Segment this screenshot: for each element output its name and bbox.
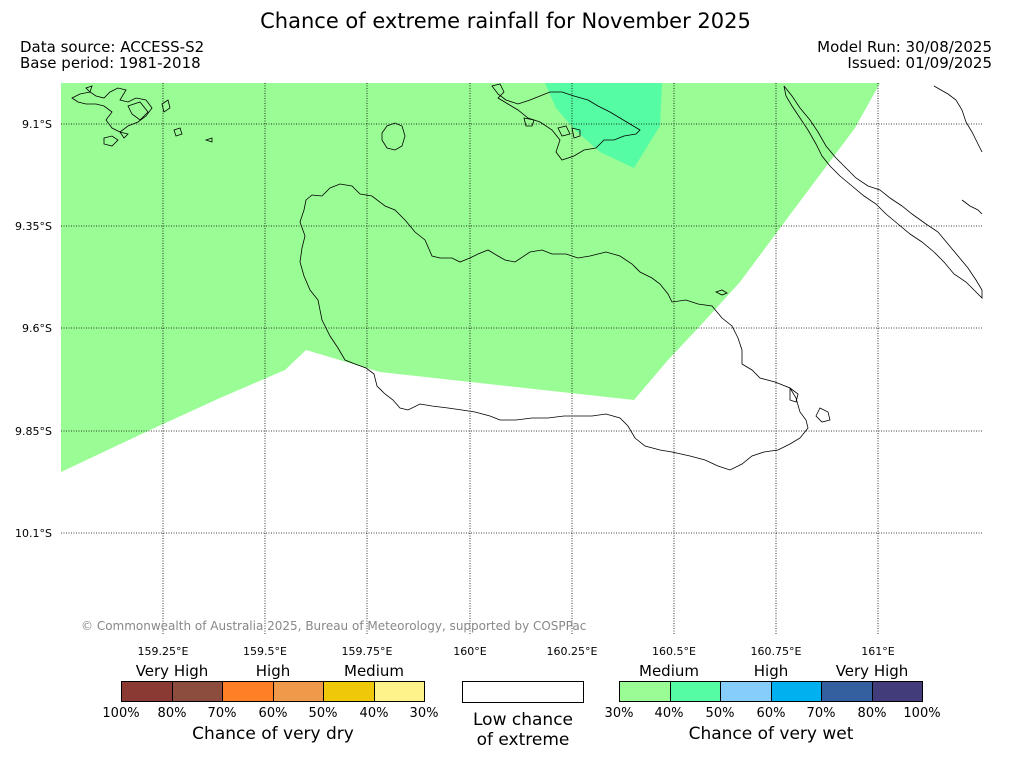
dry-tick: 100% [102, 706, 140, 721]
florida-islands-coastline [491, 83, 641, 161]
dry-scale-title: Chance of very dry [192, 724, 354, 744]
wet-tick: 30% [604, 706, 634, 721]
wet-swatch [771, 682, 822, 701]
savo-island-coastline [381, 122, 406, 151]
wet-tick: 60% [756, 706, 786, 721]
lat-label-10-1: 10.1°S [15, 527, 52, 540]
lon-label-160-5: 160.5°E [652, 645, 696, 658]
low-chance-label: Low chance of extreme [473, 710, 573, 750]
lon-label-159-25: 159.25°E [137, 645, 189, 658]
dry-tick: 40% [359, 706, 389, 721]
wet-swatch [620, 682, 671, 701]
wet-swatch [822, 682, 873, 701]
lat-label-9-1: 9.1°S [22, 118, 52, 131]
dry-swatch [374, 682, 424, 701]
wet-scale-title: Chance of very wet [688, 724, 854, 744]
wet-tick: 100% [903, 706, 941, 721]
data-source: Data source: ACCESS-S2 [20, 38, 205, 56]
wet-tick: 70% [806, 706, 836, 721]
wet-tick: 80% [857, 706, 887, 721]
dry-swatch [324, 682, 375, 701]
dry-category-medium: Medium [344, 662, 404, 680]
wet-swatch [670, 682, 721, 701]
region-high-wet [545, 83, 662, 168]
model-run-info: Model Run: 30/08/2025 Issued: 01/09/2025 [817, 39, 992, 71]
wet-tick: 50% [705, 706, 735, 721]
base-period: Base period: 1981-2018 [20, 54, 201, 72]
dry-tick: 50% [308, 706, 338, 721]
wet-category-high: High [753, 662, 789, 680]
lon-label-160-25: 160.25°E [546, 645, 598, 658]
model-run: Model Run: 30/08/2025 [817, 38, 992, 56]
coastlines [71, 83, 983, 471]
lat-label-9-85: 9.85°S [15, 425, 52, 438]
lat-label-9-35: 9.35°S [15, 220, 52, 233]
copyright-notice: © Commonwealth of Australia 2025, Bureau… [81, 619, 587, 633]
lon-label-161: 161°E [861, 645, 895, 658]
dry-tick: 30% [409, 706, 439, 721]
region-medium-wet [61, 83, 880, 472]
wet-swatch [721, 682, 772, 701]
wet-tick: 40% [654, 706, 684, 721]
lon-label-160: 160°E [453, 645, 487, 658]
guadalcanal-coastline [299, 183, 809, 471]
low-chance-swatch [462, 681, 584, 703]
dry-category-high: High [255, 662, 291, 680]
wet-category-very-high: Very High [835, 662, 909, 680]
wet-swatch [872, 682, 922, 701]
wet-colorbar [619, 681, 923, 702]
dry-tick: 80% [157, 706, 187, 721]
graticule [61, 83, 982, 635]
lon-label-160-75: 160.75°E [750, 645, 802, 658]
lat-label-9-6: 9.6°S [22, 322, 52, 335]
map-title: Chance of extreme rainfall for November … [260, 9, 751, 33]
dry-swatch [223, 682, 274, 701]
dry-category-very-high: Very High [135, 662, 209, 680]
issued-date: Issued: 01/09/2025 [847, 54, 992, 72]
lon-label-159-75: 159.75°E [341, 645, 393, 658]
dry-swatch [122, 682, 173, 701]
malaita-coastline [783, 85, 983, 299]
dry-swatch [172, 682, 223, 701]
dry-swatch [273, 682, 324, 701]
lon-label-159-5: 159.5°E [243, 645, 287, 658]
dry-tick: 70% [207, 706, 237, 721]
dry-colorbar [121, 681, 425, 702]
russell-islands-coastline [71, 87, 153, 133]
dry-tick: 60% [258, 706, 288, 721]
data-source-info: Data source: ACCESS-S2 Base period: 1981… [20, 39, 204, 71]
malaita-north-coastline [933, 85, 983, 153]
wet-category-medium: Medium [639, 662, 699, 680]
islet-coastline [714, 289, 728, 296]
